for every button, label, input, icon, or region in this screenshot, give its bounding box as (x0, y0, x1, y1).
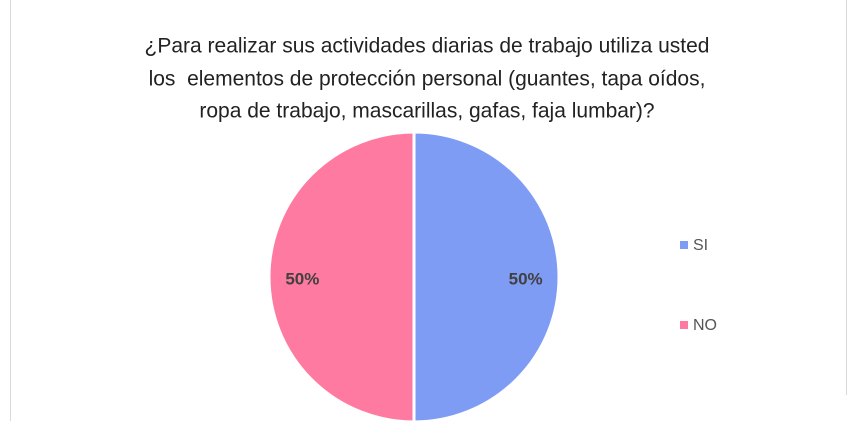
pie-slice (267, 130, 416, 421)
data-label: 50% (509, 269, 543, 288)
pie-slice (412, 130, 561, 421)
chart-title: ropa de trabajo, mascarillas, gafas, faj… (199, 100, 654, 123)
data-label: 50% (285, 269, 319, 288)
legend-label: NO (693, 317, 717, 334)
legend-swatch (680, 241, 688, 249)
legend-swatch (680, 321, 688, 329)
chart-title: ¿Para realizar sus actividades diarias d… (145, 35, 710, 58)
legend-label: SI (693, 237, 708, 254)
chart-title: los elementos de protección personal (gu… (149, 68, 706, 91)
